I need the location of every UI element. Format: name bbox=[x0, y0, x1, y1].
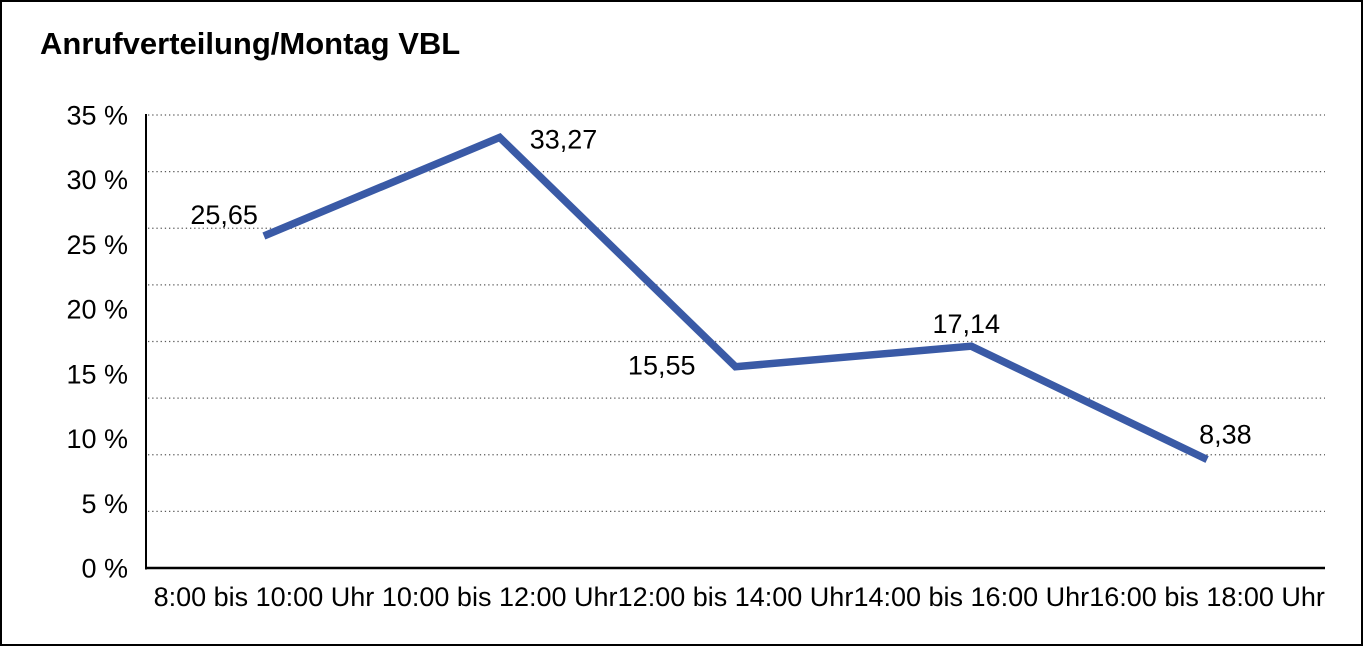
point-value-label: 25,65 bbox=[190, 200, 258, 230]
series-line bbox=[262, 132, 1209, 463]
x-tick-label: 16:00 bis 18:00 Uhr bbox=[1089, 582, 1325, 612]
point-value-label: 17,14 bbox=[933, 309, 1001, 339]
y-tick-label: 25 % bbox=[66, 230, 128, 260]
x-tick-label: 12:00 bis 14:00 Uhr bbox=[618, 582, 854, 612]
x-tick-label: 8:00 bis 10:00 Uhr bbox=[154, 582, 375, 612]
y-tick-label: 30 % bbox=[66, 165, 128, 195]
point-value-label: 15,55 bbox=[628, 351, 696, 381]
y-tick-label: 5 % bbox=[81, 489, 128, 519]
x-tick-label: 10:00 bis 12:00 Uhr bbox=[382, 582, 618, 612]
x-tick-label: 14:00 bis 16:00 Uhr bbox=[853, 582, 1089, 612]
y-tick-label: 20 % bbox=[66, 295, 128, 325]
point-value-label: 8,38 bbox=[1199, 420, 1252, 450]
y-tick-label: 10 % bbox=[66, 424, 128, 454]
y-tick-label: 0 % bbox=[81, 554, 128, 584]
y-tick-label: 35 % bbox=[66, 101, 128, 131]
point-value-label: 33,27 bbox=[530, 124, 598, 154]
y-tick-label: 15 % bbox=[66, 359, 128, 389]
chart-title: Anrufverteilung/Montag VBL bbox=[40, 26, 461, 61]
